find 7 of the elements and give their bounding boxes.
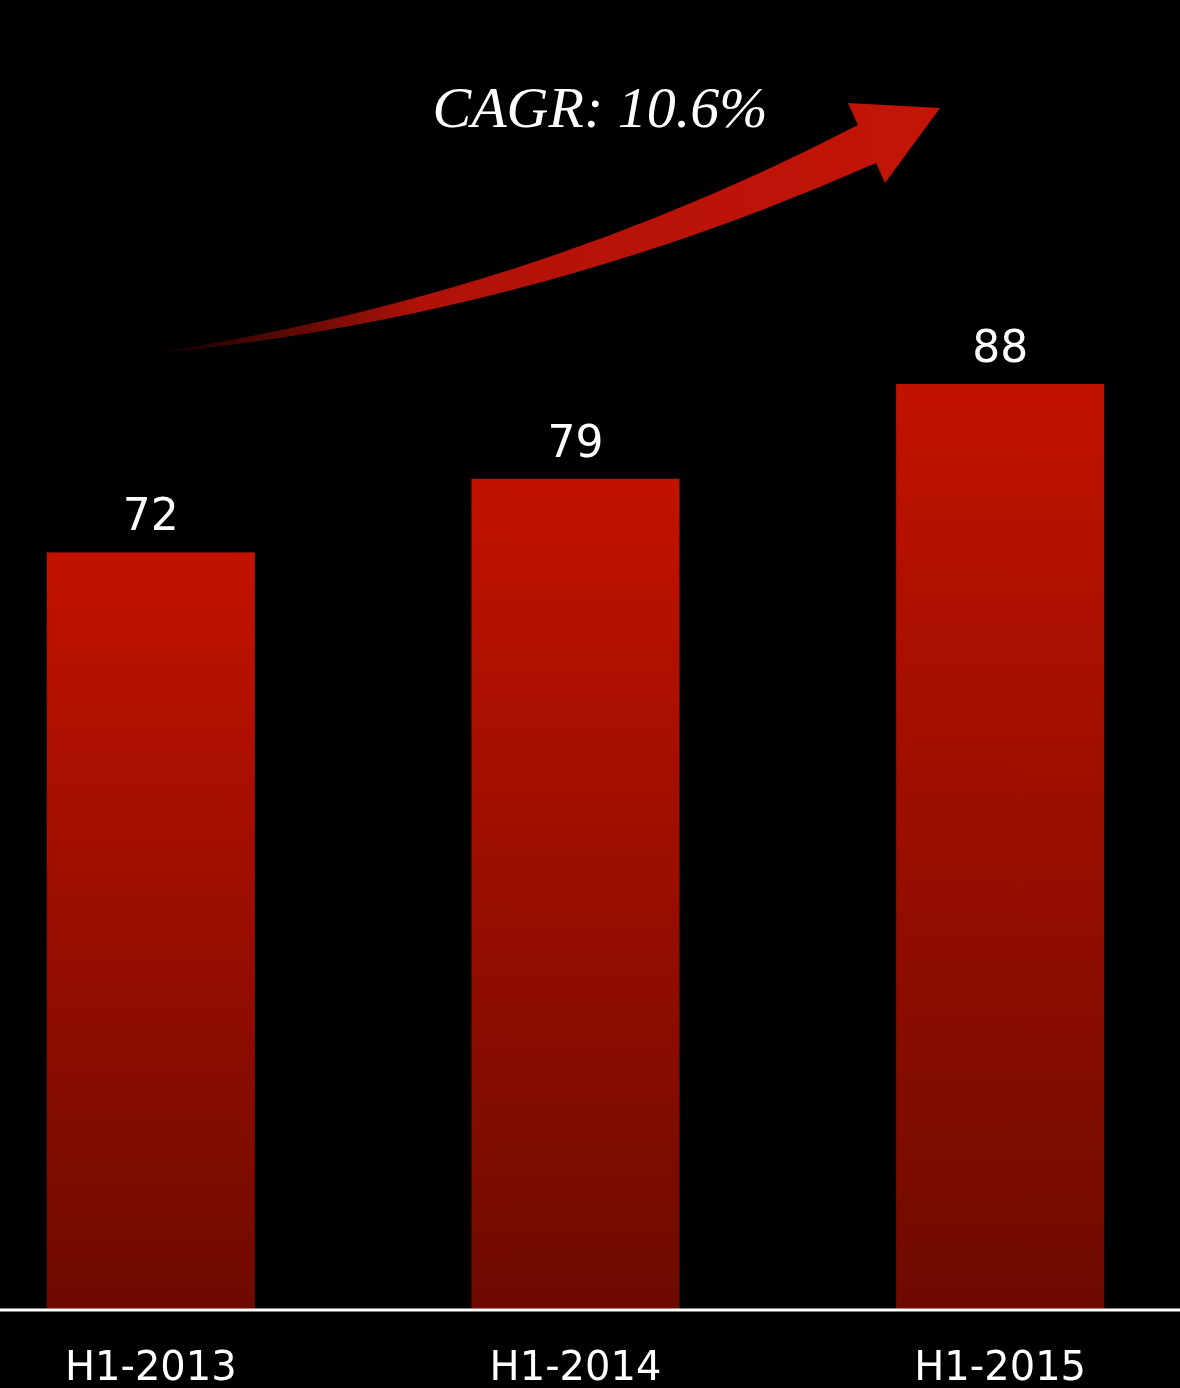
annotation: CAGR: 10.6% bbox=[432, 75, 768, 140]
x-tick-label: H1-2013 bbox=[64, 1343, 237, 1388]
x-tick-label: H1-2015 bbox=[914, 1343, 1087, 1388]
data-label: 79 bbox=[547, 415, 604, 467]
x-tick-label: H1-2014 bbox=[489, 1343, 662, 1388]
data-label: 72 bbox=[122, 489, 179, 541]
data-label: 88 bbox=[972, 321, 1029, 373]
